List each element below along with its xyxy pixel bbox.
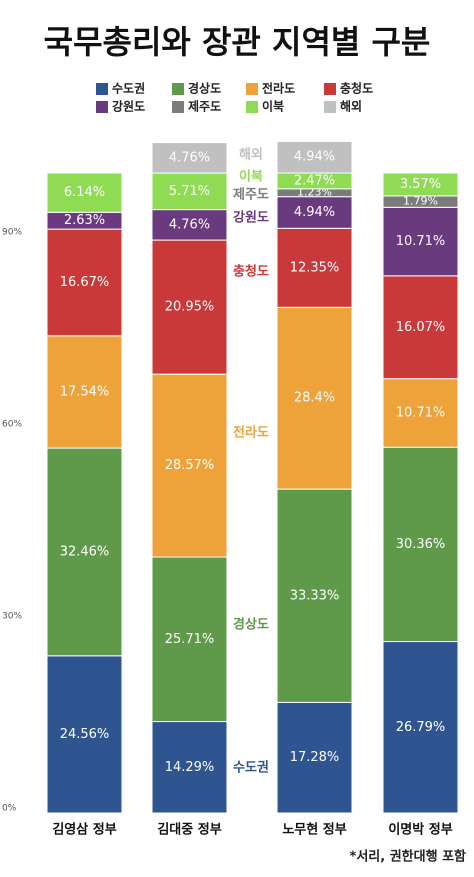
legend-label: 충청도 [340, 81, 373, 96]
legend-swatch [96, 83, 108, 95]
bar-segment [382, 446, 459, 643]
bar-segment [382, 275, 459, 380]
x-tick-label: 김영삼 정부 [52, 822, 116, 838]
value-label: 17.28% [290, 750, 340, 765]
series-side-label: 경상도 [233, 617, 269, 633]
bar-segment [276, 227, 353, 308]
y-tick-label: 30% [2, 612, 22, 622]
footnote: *서리, 권한대행 포함 [350, 849, 467, 865]
value-label: 2.47% [294, 173, 335, 188]
value-label: 30.36% [396, 537, 446, 552]
value-label: 10.71% [396, 234, 446, 249]
legend-swatch [246, 101, 258, 113]
series-side-label: 제주도 [233, 188, 269, 203]
legend-label: 제주도 [188, 100, 221, 114]
series-side-label: 강원도 [233, 210, 269, 226]
bar-segment [151, 721, 228, 814]
bar-segment [276, 196, 353, 229]
bar-segment [276, 488, 353, 703]
y-tick-label: 90% [2, 228, 22, 238]
value-label: 4.76% [169, 217, 210, 232]
value-label: 16.07% [396, 320, 446, 335]
bar-segment [276, 701, 353, 814]
legend-label: 전라도 [262, 81, 295, 96]
value-label: 2.63% [64, 213, 105, 228]
bar-segment [151, 556, 228, 723]
legend-label: 강원도 [112, 100, 145, 114]
legend-label: 경상도 [188, 81, 221, 96]
bar-segment [46, 447, 123, 657]
bar-segment [382, 206, 459, 277]
value-label: 16.67% [60, 275, 110, 290]
bar-segment [46, 655, 123, 814]
legend-swatch [324, 83, 336, 95]
bar-segment [46, 228, 123, 337]
bar-segment [276, 306, 353, 490]
bar-segment [382, 378, 459, 448]
legend-swatch [324, 101, 336, 113]
value-label: 3.57% [400, 177, 441, 192]
series-side-label: 해외 [239, 147, 263, 163]
value-label: 1.79% [403, 195, 438, 208]
y-tick-label: 0% [2, 804, 17, 814]
bar-segment [382, 641, 459, 814]
value-label: 28.4% [294, 391, 335, 406]
legend-swatch [172, 101, 184, 113]
legend-label: 이북 [262, 99, 284, 114]
legend-label: 수도권 [112, 82, 145, 96]
value-label: 32.46% [60, 544, 110, 559]
value-label: 28.57% [165, 458, 215, 473]
series-side-label: 전라도 [233, 425, 269, 441]
value-label: 4.94% [294, 150, 335, 165]
legend-swatch [172, 83, 184, 95]
value-label: 6.14% [64, 185, 105, 200]
legend-swatch [246, 83, 258, 95]
value-label: 4.94% [294, 205, 335, 220]
legend-label: 해외 [340, 99, 362, 114]
value-label: 33.33% [290, 588, 340, 603]
bar-segment [151, 239, 228, 375]
value-label: 14.29% [165, 760, 215, 775]
value-label: 20.95% [165, 300, 215, 315]
x-tick-label: 노무현 정부 [282, 822, 346, 838]
bar-segment [151, 142, 228, 174]
value-label: 17.54% [60, 384, 110, 399]
series-side-label: 이북 [239, 169, 263, 185]
bar-segment [151, 373, 228, 558]
value-label: 10.71% [396, 405, 446, 420]
value-label: 4.76% [169, 150, 210, 165]
legend-swatch [96, 101, 108, 113]
value-label: 12.35% [290, 260, 340, 275]
value-label: 25.71% [165, 632, 215, 647]
y-tick-label: 60% [2, 420, 22, 430]
value-label: 5.71% [169, 184, 210, 199]
bar-segment [276, 140, 353, 174]
bar-segment [46, 172, 123, 213]
x-tick-label: 김대중 정부 [157, 822, 221, 838]
value-label: 24.56% [60, 727, 110, 742]
series-side-label: 수도권 [233, 761, 269, 776]
bar-segment [151, 172, 228, 211]
bar-segment [382, 172, 459, 197]
series-side-label: 충청도 [233, 264, 269, 280]
value-label: 26.79% [396, 720, 446, 735]
chart-title: 국무총리와 장관 지역별 구분 [44, 23, 431, 61]
x-tick-label: 이명박 정부 [388, 822, 452, 838]
